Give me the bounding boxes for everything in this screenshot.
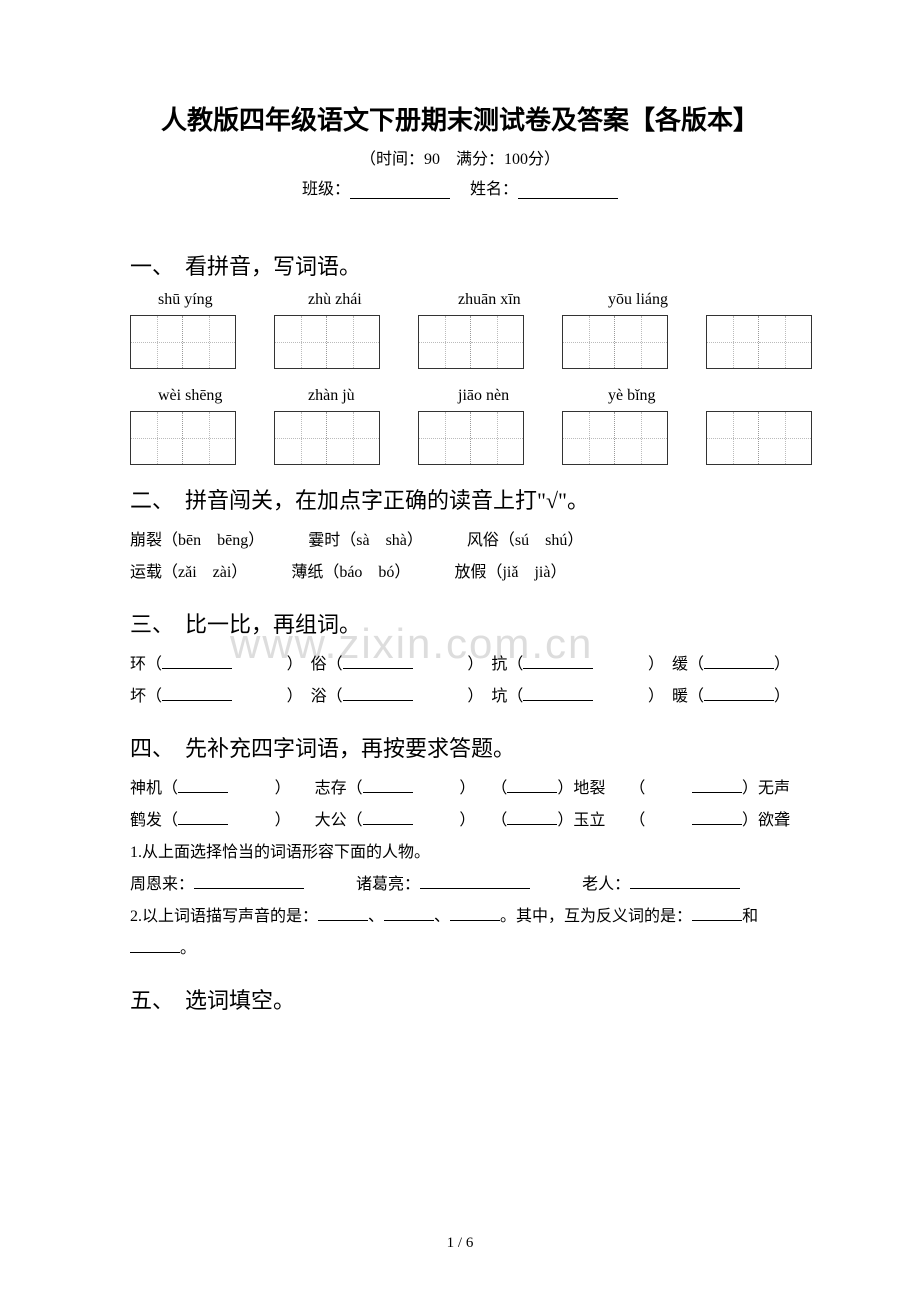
blank: [507, 824, 557, 825]
char-box-row-2: [130, 411, 790, 465]
name-label: 姓名：: [470, 181, 518, 198]
char-box: [562, 315, 668, 369]
blank: [343, 668, 413, 669]
pinyin-item: jiāo nèn: [458, 387, 553, 405]
section-1-heading: 一、 看拼音，写词语。: [130, 249, 790, 281]
q4-person-label: 周恩来：: [130, 876, 194, 893]
q4-sub2-text: 。其中，互为反义词的是：: [500, 908, 692, 925]
blank: [692, 792, 742, 793]
q2-item: 放假（jiǎ jià）: [454, 564, 566, 581]
q3-text: ） 缓（: [648, 656, 704, 673]
char-box: [562, 411, 668, 465]
page-subtitle: （时间：90 满分：100分）: [130, 145, 790, 169]
pinyin-item: yè bǐng: [608, 387, 703, 405]
char-box-row-1: [130, 315, 790, 369]
q4-text: ）欲聋: [742, 812, 790, 829]
blank: [523, 700, 593, 701]
q3-text: ） 浴（: [287, 688, 343, 705]
blank: [692, 920, 742, 921]
pinyin-item: shū yíng: [158, 291, 253, 309]
q4-text: ）无声: [742, 780, 790, 797]
class-name-line: 班级： 姓名：: [130, 175, 790, 199]
blank: [178, 792, 228, 793]
char-box: [274, 411, 380, 465]
section-3-heading: 三、 比一比，再组词。: [130, 607, 790, 639]
q2-item: 薄纸（báo bó）: [291, 564, 402, 581]
q4-text: 神机（: [130, 780, 178, 797]
blank: [692, 824, 742, 825]
q3-text: 环（: [130, 656, 162, 673]
blank: [420, 888, 530, 889]
section-3-body: 环（ ） 俗（ ） 抗（ ） 缓（ ） 坏（ ） 浴（ ） 坑（ ） 暖（ ）: [130, 649, 790, 713]
blank: [630, 888, 740, 889]
blank: [343, 700, 413, 701]
q3-text: 坏（: [130, 688, 162, 705]
blank: [162, 700, 232, 701]
class-blank: [350, 183, 450, 199]
q4-person-label: 诸葛亮：: [356, 876, 420, 893]
q4-sub2-text: 和: [742, 908, 758, 925]
blank: [384, 920, 434, 921]
char-box: [130, 411, 236, 465]
char-box: [418, 315, 524, 369]
section-4-heading: 四、 先补充四字词语，再按要求答题。: [130, 731, 790, 763]
char-box: [706, 315, 812, 369]
page-title: 人教版四年级语文下册期末测试卷及答案【各版本】: [130, 100, 790, 137]
name-blank: [518, 183, 618, 199]
q4-text: ） 大公（: [275, 812, 363, 829]
class-label: 班级：: [302, 181, 350, 198]
q3-text: ） 坑（: [467, 688, 523, 705]
q4-text: ）地裂 （: [557, 780, 645, 797]
q4-text: ） 志存（: [275, 780, 363, 797]
q3-text: ）: [774, 688, 790, 705]
q3-text: ） 抗（: [467, 656, 523, 673]
q4-text: ） （: [459, 812, 507, 829]
section-4-body: 神机（ ） 志存（ ） （ ）地裂 （ ）无声 鹤发（ ） 大公（ ） （ ）玉立 …: [130, 773, 790, 965]
page-footer: 1 / 6: [0, 1235, 920, 1252]
pinyin-item: yōu liáng: [608, 291, 703, 309]
pinyin-item: zhàn jù: [308, 387, 403, 405]
blank: [363, 824, 413, 825]
q3-text: ）: [774, 656, 790, 673]
section-5-heading: 五、 选词填空。: [130, 983, 790, 1015]
pinyin-row-1: shū yíng zhù zhái zhuān xīn yōu liáng: [130, 291, 790, 309]
blank: [178, 824, 228, 825]
q4-text: 鹤发（: [130, 812, 178, 829]
pinyin-row-2: wèi shēng zhàn jù jiāo nèn yè bǐng: [130, 387, 790, 405]
q2-item: 风俗（sú shú）: [467, 532, 583, 549]
pinyin-item: zhuān xīn: [458, 291, 553, 309]
q4-text: ） （: [459, 780, 507, 797]
blank: [130, 952, 180, 953]
q4-sub2-text: 。: [180, 940, 196, 957]
q2-item: 运载（zǎi zài）: [130, 564, 239, 581]
blank: [704, 700, 774, 701]
blank: [194, 888, 304, 889]
char-box: [274, 315, 380, 369]
blank: [450, 920, 500, 921]
q2-item: 崩裂（bēn bēng）: [130, 532, 256, 549]
q3-text: ） 俗（: [287, 656, 343, 673]
section-2-heading: 二、 拼音闯关，在加点字正确的读音上打"√"。: [130, 483, 790, 515]
pinyin-item: wèi shēng: [158, 387, 253, 405]
blank: [523, 668, 593, 669]
section-2-body: 崩裂（bēn bēng） 霎时（sà shà） 风俗（sú shú） 运载（zǎ…: [130, 525, 790, 589]
q2-item: 霎时（sà shà）: [308, 532, 415, 549]
pinyin-item: zhù zhái: [308, 291, 403, 309]
blank: [363, 792, 413, 793]
blank: [162, 668, 232, 669]
blank: [507, 792, 557, 793]
q4-text: ）玉立 （: [557, 812, 645, 829]
q4-sub2-text: 2.以上词语描写声音的是：: [130, 908, 318, 925]
char-box: [418, 411, 524, 465]
q4-sub1: 1.从上面选择恰当的词语形容下面的人物。: [130, 837, 790, 869]
blank: [318, 920, 368, 921]
q3-text: ） 暖（: [648, 688, 704, 705]
char-box: [706, 411, 812, 465]
char-box: [130, 315, 236, 369]
q4-person-label: 老人：: [582, 876, 630, 893]
blank: [704, 668, 774, 669]
